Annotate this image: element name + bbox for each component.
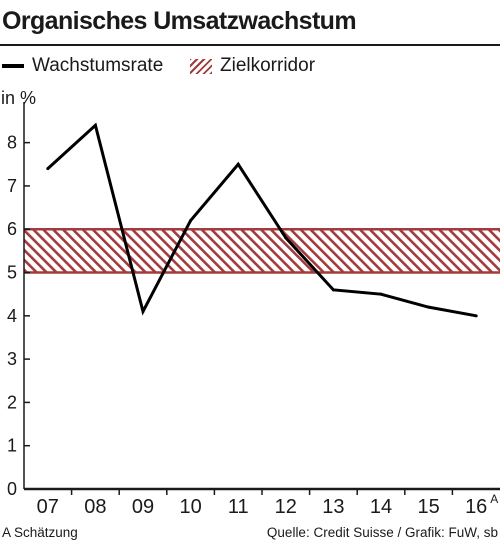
x-tick-label-13: 13 (322, 496, 344, 518)
target-corridor-band (24, 229, 500, 273)
data-point-12 (284, 236, 288, 240)
data-point-09 (141, 309, 145, 313)
data-point-15 (427, 305, 431, 309)
data-point-14 (379, 292, 383, 296)
data-point-13 (331, 288, 335, 292)
legend: Wachstumsrate Zielkorridor (0, 55, 500, 81)
title-rule (0, 44, 500, 46)
legend-item-series: Wachstumsrate (2, 55, 163, 77)
data-point-07 (46, 167, 50, 171)
data-point-10 (189, 219, 193, 223)
x-tick-label-09: 09 (132, 496, 154, 518)
y-tick-label-4: 4 (7, 306, 17, 326)
source-credit: Quelle: Credit Suisse / Grafik: FuW, sb (266, 525, 498, 540)
y-tick-label-3: 3 (7, 349, 17, 369)
y-tick-label-1: 1 (7, 436, 17, 456)
legend-item-band: Zielkorridor (190, 55, 315, 77)
y-tick-label-7: 7 (7, 176, 17, 196)
data-point-16 (474, 314, 478, 318)
y-tick-label-6: 6 (7, 219, 17, 239)
legend-line-swatch (2, 64, 24, 68)
legend-hatch-swatch (190, 58, 212, 74)
chart-title: Organisches Umsatzwachstum (2, 7, 357, 35)
y-tick-label-8: 8 (7, 133, 17, 153)
x-tick-label-16: 16 (465, 496, 487, 518)
y-axis-unit-label: in % (1, 88, 37, 108)
legend-label-band: Zielkorridor (220, 55, 316, 76)
x-tick-label-15: 15 (417, 496, 439, 518)
x-tick-label-10: 10 (179, 496, 201, 518)
y-tick-label-5: 5 (7, 263, 17, 283)
x-tick-label-08: 08 (84, 496, 106, 518)
series-line-0 (46, 122, 477, 318)
data-point-11 (236, 162, 240, 166)
data-point-08 (93, 123, 97, 127)
x-tick-label-14: 14 (370, 496, 392, 518)
x-tick-superscript-16: A (490, 492, 498, 506)
y-tick-label-2: 2 (7, 392, 17, 412)
x-tick-label-12: 12 (275, 496, 297, 518)
legend-label-series: Wachstumsrate (32, 55, 164, 76)
x-tick-label-11: 11 (228, 496, 249, 518)
y-tick-label-0: 0 (7, 479, 17, 499)
x-tick-label-07: 07 (37, 496, 59, 518)
footnote: A Schätzung (2, 525, 78, 540)
